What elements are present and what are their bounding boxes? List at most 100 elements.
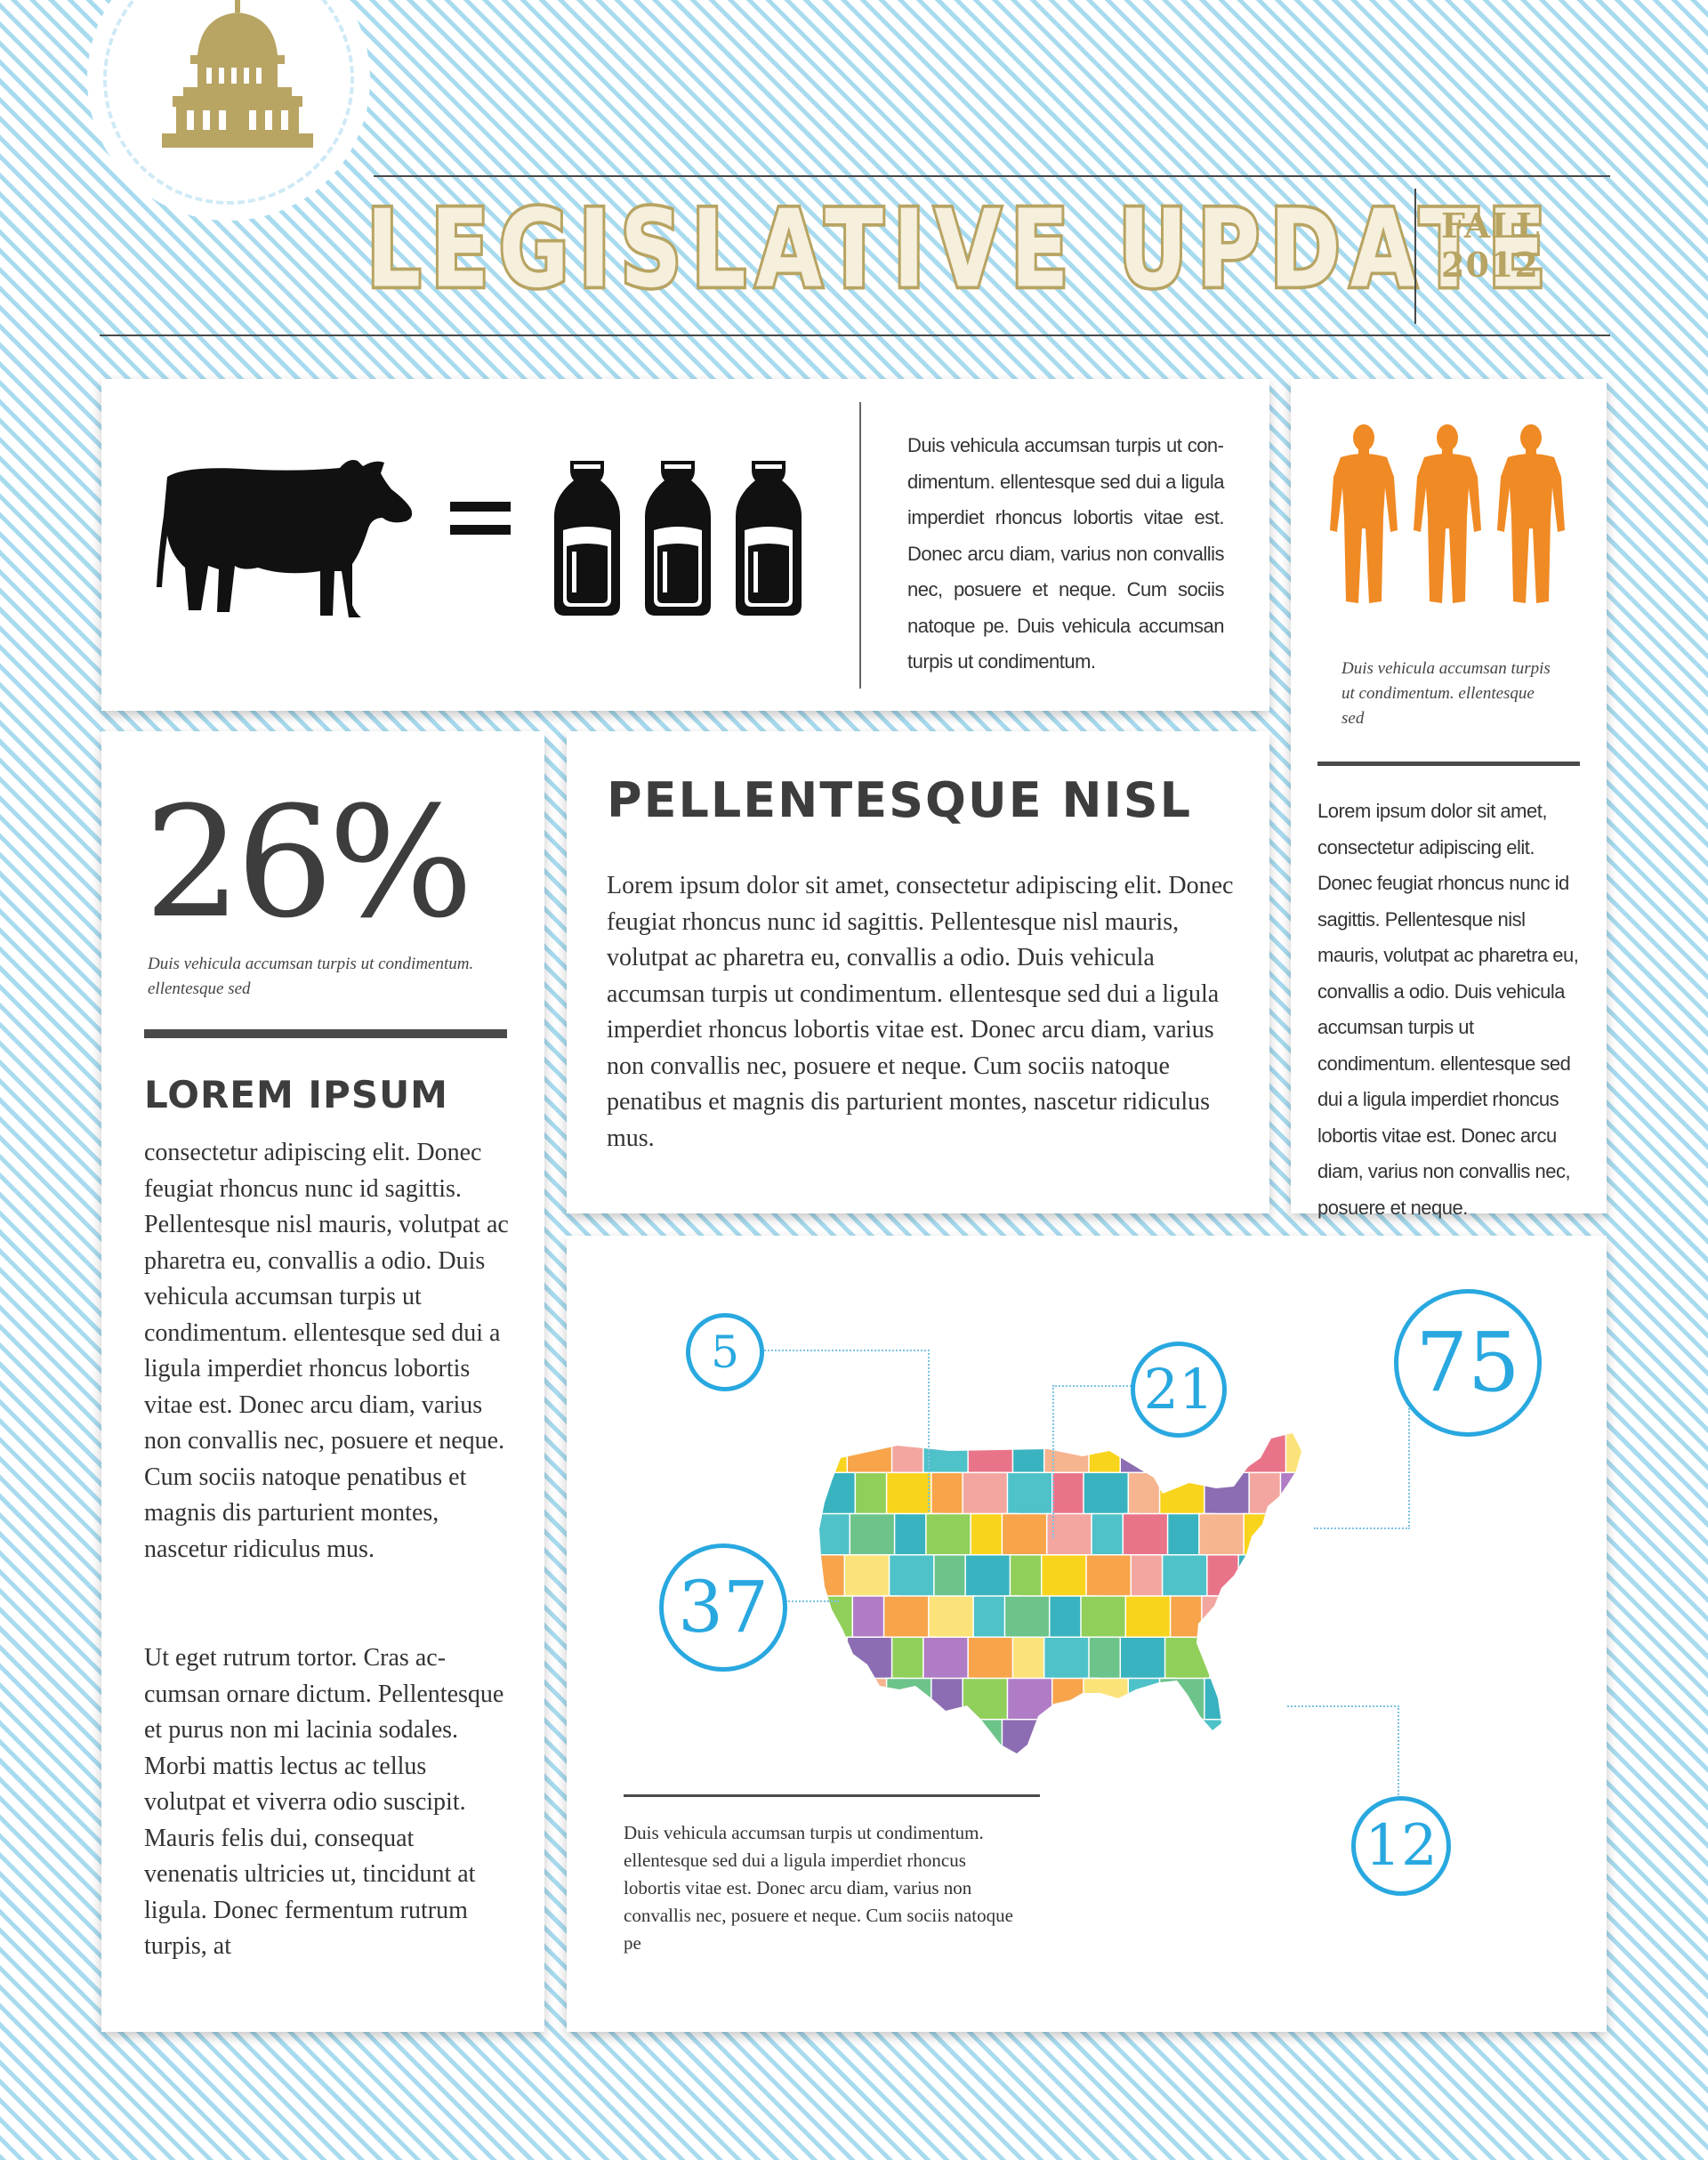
map-state-region bbox=[1003, 1595, 1052, 1640]
map-state-region bbox=[1127, 1677, 1176, 1722]
badge-37: 37 bbox=[659, 1543, 787, 1672]
capitol-emblem bbox=[87, 0, 370, 221]
map-state-region bbox=[888, 1554, 937, 1599]
page-title: LEGISLATIVE UPDATE bbox=[364, 183, 1556, 315]
map-state-region bbox=[1243, 1512, 1292, 1558]
people-rule bbox=[1317, 762, 1580, 766]
map-state-region bbox=[1245, 1595, 1294, 1640]
stat-caption: Duis vehicula accumsan turpis ut condime… bbox=[148, 955, 474, 998]
leader-12 bbox=[1287, 1705, 1399, 1841]
map-state-region bbox=[1080, 1595, 1129, 1640]
map-state-region bbox=[1243, 1719, 1292, 1753]
map-state-region bbox=[1240, 1433, 1289, 1475]
map-state-region bbox=[967, 1636, 1016, 1681]
cow-milk-panel: Duis vehicula accumsan turpis ut con­dim… bbox=[101, 379, 1269, 711]
issue-date: FALL 2012 bbox=[1441, 206, 1555, 285]
header-bottom-rule bbox=[100, 334, 1610, 336]
milk-bottles bbox=[551, 457, 809, 625]
map-panel: 5 21 75 37 12 Duis vehicula accumsan tur… bbox=[567, 1236, 1607, 2032]
map-state-region bbox=[843, 1554, 892, 1599]
article-heading: PELLENTESQUE NISL bbox=[607, 772, 1193, 828]
cow-icon bbox=[157, 460, 413, 617]
header-top-rule bbox=[374, 175, 1610, 177]
map-caption-rule bbox=[624, 1794, 1040, 1797]
person-icon bbox=[1330, 424, 1398, 603]
cow-panel-paragraph: Duis vehicula accumsan turpis ut con­dim… bbox=[907, 434, 1225, 673]
map-state-region bbox=[1237, 1554, 1286, 1599]
badge-75: 75 bbox=[1394, 1289, 1542, 1437]
lorem-heading: LOREM IPSUM bbox=[144, 1073, 448, 1116]
milk-bottle-icon bbox=[645, 461, 711, 616]
map-state-region bbox=[922, 1433, 971, 1475]
map-state-region bbox=[1285, 1433, 1301, 1475]
map-state-region bbox=[1204, 1677, 1252, 1722]
map-state-region bbox=[819, 1512, 853, 1558]
stat-rule bbox=[144, 1029, 507, 1038]
stat-panel bbox=[101, 731, 544, 2032]
person-icon bbox=[1497, 424, 1565, 603]
map-state-region bbox=[928, 1595, 976, 1640]
map-state-region bbox=[882, 1595, 931, 1640]
milk-bottle-icon bbox=[736, 461, 802, 616]
map-state-region bbox=[1006, 1471, 1055, 1517]
map-state-region bbox=[1166, 1719, 1215, 1753]
map-state-region bbox=[1282, 1554, 1301, 1599]
map-state-region bbox=[1277, 1595, 1301, 1640]
lorem-paragraph-1: consectetur adipiscing elit. Donec feugi… bbox=[144, 1139, 509, 1563]
article-paragraph: Lorem ipsum dolor sit amet, consectetur … bbox=[607, 872, 1234, 1152]
map-state-region bbox=[1085, 1554, 1134, 1599]
map-state-region bbox=[1091, 1719, 1140, 1753]
map-state-region bbox=[1201, 1595, 1249, 1640]
leader-5 bbox=[697, 1350, 930, 1511]
map-state-region bbox=[1198, 1719, 1246, 1753]
map-state-region bbox=[849, 1719, 898, 1753]
people-caption: Duis vehicula accumsan turpis ut condime… bbox=[1341, 659, 1551, 728]
badge-21: 21 bbox=[1131, 1342, 1227, 1438]
issue-year: 2012 bbox=[1441, 245, 1539, 285]
people-panel: Duis vehicula accumsan turpis ut condime… bbox=[1291, 379, 1607, 1219]
badge-5: 5 bbox=[686, 1313, 764, 1391]
milk-bottle-icon bbox=[554, 461, 620, 616]
map-state-region bbox=[1040, 1554, 1089, 1599]
issue-season: FALL bbox=[1441, 206, 1541, 246]
map-state-region bbox=[1328, 1555, 1367, 1598]
lorem-paragraph-2: Ut eget rutrum tortor. Cras ac­cumsan or… bbox=[144, 1644, 504, 1960]
map-state-region bbox=[885, 1471, 934, 1517]
map-state-region bbox=[1001, 1512, 1050, 1558]
equals-icon bbox=[450, 502, 511, 512]
people-paragraph: Lorem ipsum dolor sit amet, consectetur … bbox=[1317, 800, 1579, 1219]
map-state-region bbox=[819, 1595, 856, 1640]
map-state-region bbox=[846, 1636, 895, 1681]
map-state-region bbox=[967, 1433, 1016, 1475]
map-state-region bbox=[1001, 1719, 1050, 1753]
article-panel bbox=[567, 731, 1269, 1213]
map-state-region bbox=[962, 1677, 1011, 1722]
map-state-region bbox=[1122, 1719, 1171, 1753]
map-state-region bbox=[885, 1677, 934, 1722]
map-state-region bbox=[1164, 1636, 1213, 1681]
map-state-region bbox=[925, 1512, 973, 1558]
map-state-region bbox=[1198, 1512, 1246, 1558]
map-state-region bbox=[1209, 1636, 1257, 1681]
map-state-region bbox=[1317, 1637, 1364, 1680]
leader-37 bbox=[786, 1600, 839, 1602]
map-state-region bbox=[849, 1512, 898, 1558]
map-state-region bbox=[1240, 1636, 1289, 1681]
stat-percent: 26% bbox=[144, 773, 473, 952]
map-state-region bbox=[1045, 1512, 1094, 1558]
people-figures bbox=[1328, 423, 1574, 607]
map-state-region bbox=[893, 1719, 942, 1753]
map-state-region bbox=[1285, 1636, 1301, 1681]
map-state-region bbox=[1119, 1636, 1168, 1681]
map-state-region bbox=[1323, 1596, 1367, 1639]
cow-panel-divider bbox=[859, 402, 861, 689]
map-state-region bbox=[1043, 1636, 1092, 1681]
person-icon bbox=[1414, 424, 1481, 603]
map-state-region bbox=[1006, 1677, 1055, 1722]
header-divider bbox=[1414, 189, 1416, 324]
map-state-region bbox=[1124, 1595, 1173, 1640]
leader-21 bbox=[1052, 1385, 1177, 1538]
map-state-region bbox=[819, 1677, 858, 1722]
map-state-region bbox=[1204, 1471, 1252, 1517]
map-state-region bbox=[925, 1719, 973, 1753]
